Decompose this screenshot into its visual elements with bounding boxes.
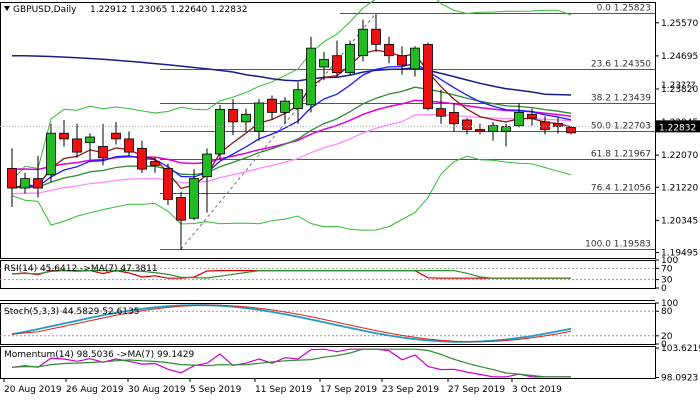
x-tick-label: 30 Aug 2019 xyxy=(128,385,186,395)
fib-level-label: 23.6 1.24350 xyxy=(591,60,651,70)
x-tick-label: 3 Oct 2019 xyxy=(512,385,562,395)
bollinger-lower-line xyxy=(11,155,572,231)
candle-body xyxy=(319,59,329,68)
collapse-triangle-icon xyxy=(4,6,10,11)
candle-body xyxy=(7,167,17,189)
price-tick-label: 1.21220 xyxy=(661,183,698,193)
candle-body xyxy=(332,55,342,74)
stoch-tick-label: 0 xyxy=(661,340,667,350)
price-partial-label: 1.23??? xyxy=(661,81,696,91)
candle-body xyxy=(33,178,43,189)
rsi-label: RSI(14) 45.6412 ->MA(7) 47.3811 xyxy=(4,264,158,274)
candle-body xyxy=(358,28,368,57)
candle-body xyxy=(150,161,160,166)
current-price-badge xyxy=(655,120,700,133)
candle-body xyxy=(449,112,459,125)
candle-body xyxy=(280,100,290,113)
candle-body xyxy=(514,112,524,127)
ma-200-line xyxy=(11,54,572,96)
candle-body xyxy=(436,108,446,117)
candle-body xyxy=(111,132,121,140)
stoch-label: Stoch(5,3,3) 44.5829 52.6135 xyxy=(4,307,139,317)
stoch-d-line xyxy=(11,304,572,343)
current-price-label: 1.22832 xyxy=(659,123,696,133)
x-tick-label: 23 Sep 2019 xyxy=(382,385,439,395)
candle-body xyxy=(397,55,407,66)
candle-body xyxy=(306,47,316,106)
x-tick-label: 20 Aug 2019 xyxy=(4,385,62,395)
momentum-tick-label: 103.6219 xyxy=(661,344,700,354)
candle-body xyxy=(423,43,433,110)
candle-body xyxy=(241,113,251,123)
fib-level-label: 38.2 1.23439 xyxy=(591,94,651,104)
candle-body xyxy=(215,108,225,155)
symbol-title: GBPUSD,Daily xyxy=(13,5,77,15)
rsi-tick-label: 70 xyxy=(661,264,673,274)
candle-body xyxy=(254,102,264,132)
candle-body xyxy=(293,89,303,110)
candle-body xyxy=(85,136,95,144)
stoch-tick-label: 100 xyxy=(661,299,678,309)
candle-body xyxy=(176,197,186,221)
candle-body xyxy=(462,119,472,130)
candle-body xyxy=(540,121,550,130)
fib-level-label: 76.4 1.21056 xyxy=(591,184,651,194)
price-tick-label: 1.22070 xyxy=(661,151,698,161)
candle-body xyxy=(163,167,173,200)
candle-body xyxy=(59,132,69,140)
candle-body xyxy=(137,147,147,170)
stoch-tick-label: 80 xyxy=(661,307,673,317)
candle-body xyxy=(202,153,212,178)
main-panel-frame xyxy=(0,2,656,259)
candle-body xyxy=(527,113,537,119)
price-tick-label: 1.20345 xyxy=(661,216,698,226)
x-tick-label: 26 Aug 2019 xyxy=(66,385,124,395)
price-tick-label: 1.23820 xyxy=(661,85,698,95)
momentum-panel-frame xyxy=(0,346,656,379)
candle-body xyxy=(345,43,355,74)
price-tick-label: 1.25570 xyxy=(661,19,698,29)
momentum-label: Momentum(14) 98.5036 ->MA(7) 99.1429 xyxy=(4,350,195,360)
momentum-ma-line xyxy=(11,348,571,378)
bollinger-upper-line xyxy=(11,0,572,181)
ma-55-line xyxy=(11,114,572,195)
candle-body xyxy=(124,138,134,153)
x-tick-label: 11 Sep 2019 xyxy=(255,385,312,395)
x-tick-label: 17 Sep 2019 xyxy=(320,385,377,395)
candle-body xyxy=(371,28,381,45)
fib-level-label: 0.0 1.25823 xyxy=(597,4,651,14)
fib-level-label: 100.0 1.19583 xyxy=(585,240,651,250)
candle-body xyxy=(20,178,30,189)
fib-level-label: 61.8 1.21967 xyxy=(591,150,651,160)
x-tick-label: 27 Sep 2019 xyxy=(448,385,505,395)
rsi-tick-label: 30 xyxy=(661,276,673,286)
candle-body xyxy=(98,146,108,159)
rsi-tick-label: 0 xyxy=(661,284,667,294)
candle-body xyxy=(46,132,56,176)
candle-body xyxy=(501,126,511,132)
candle-body xyxy=(566,127,576,134)
candle-body xyxy=(189,178,199,219)
rsi-ma-line xyxy=(11,270,571,279)
candle-body xyxy=(410,47,420,70)
candle-body xyxy=(228,108,238,123)
price-tick-label: 1.24695 xyxy=(661,52,698,62)
ma-10-line xyxy=(11,62,572,189)
momentum-tick-label: 98.0923 xyxy=(661,374,698,384)
candle-body xyxy=(267,98,277,113)
candle-body xyxy=(475,129,485,132)
x-tick-label: 5 Sep 2019 xyxy=(190,385,242,395)
rsi-tick-label: 100 xyxy=(661,256,678,266)
candle-body xyxy=(488,125,498,132)
fib-level-label: 50.0 1.22703 xyxy=(591,122,651,132)
candle-body xyxy=(72,138,82,153)
stoch-tick-label: 20 xyxy=(661,332,673,342)
price-tick-label: 1.19495 xyxy=(661,249,698,259)
candle-body xyxy=(384,43,394,57)
rsi-panel-frame xyxy=(0,260,656,289)
ohlc-values: 1.22912 1.23065 1.22640 1.22832 xyxy=(90,5,247,15)
